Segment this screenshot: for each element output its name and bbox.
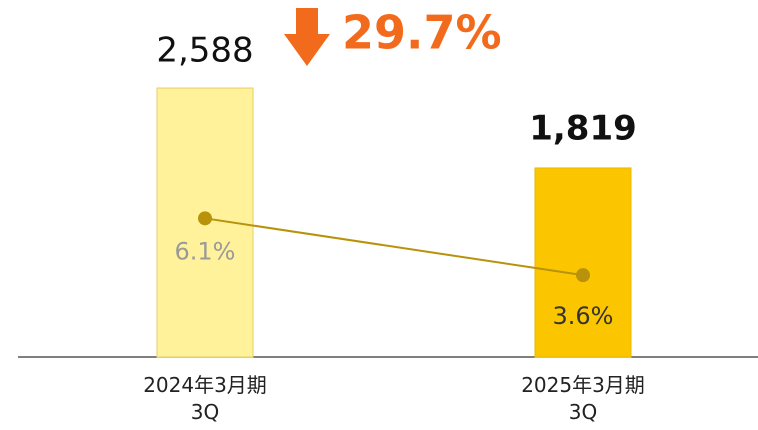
bar-value-label: 1,819	[529, 108, 637, 148]
x-tick-label: 2025年3月期 3Q	[521, 373, 645, 424]
down-arrow	[284, 8, 330, 66]
line-point	[576, 268, 590, 283]
change-annotation: 29.7%	[342, 6, 502, 60]
x-tick-label: 2024年3月期 3Q	[143, 373, 267, 424]
line-point	[198, 211, 212, 226]
line-value-label: 6.1%	[175, 237, 236, 265]
line	[204, 217, 584, 277]
bar	[534, 167, 632, 358]
bar-value-label: 2,588	[156, 31, 253, 71]
line-value-label: 3.6%	[553, 302, 614, 330]
